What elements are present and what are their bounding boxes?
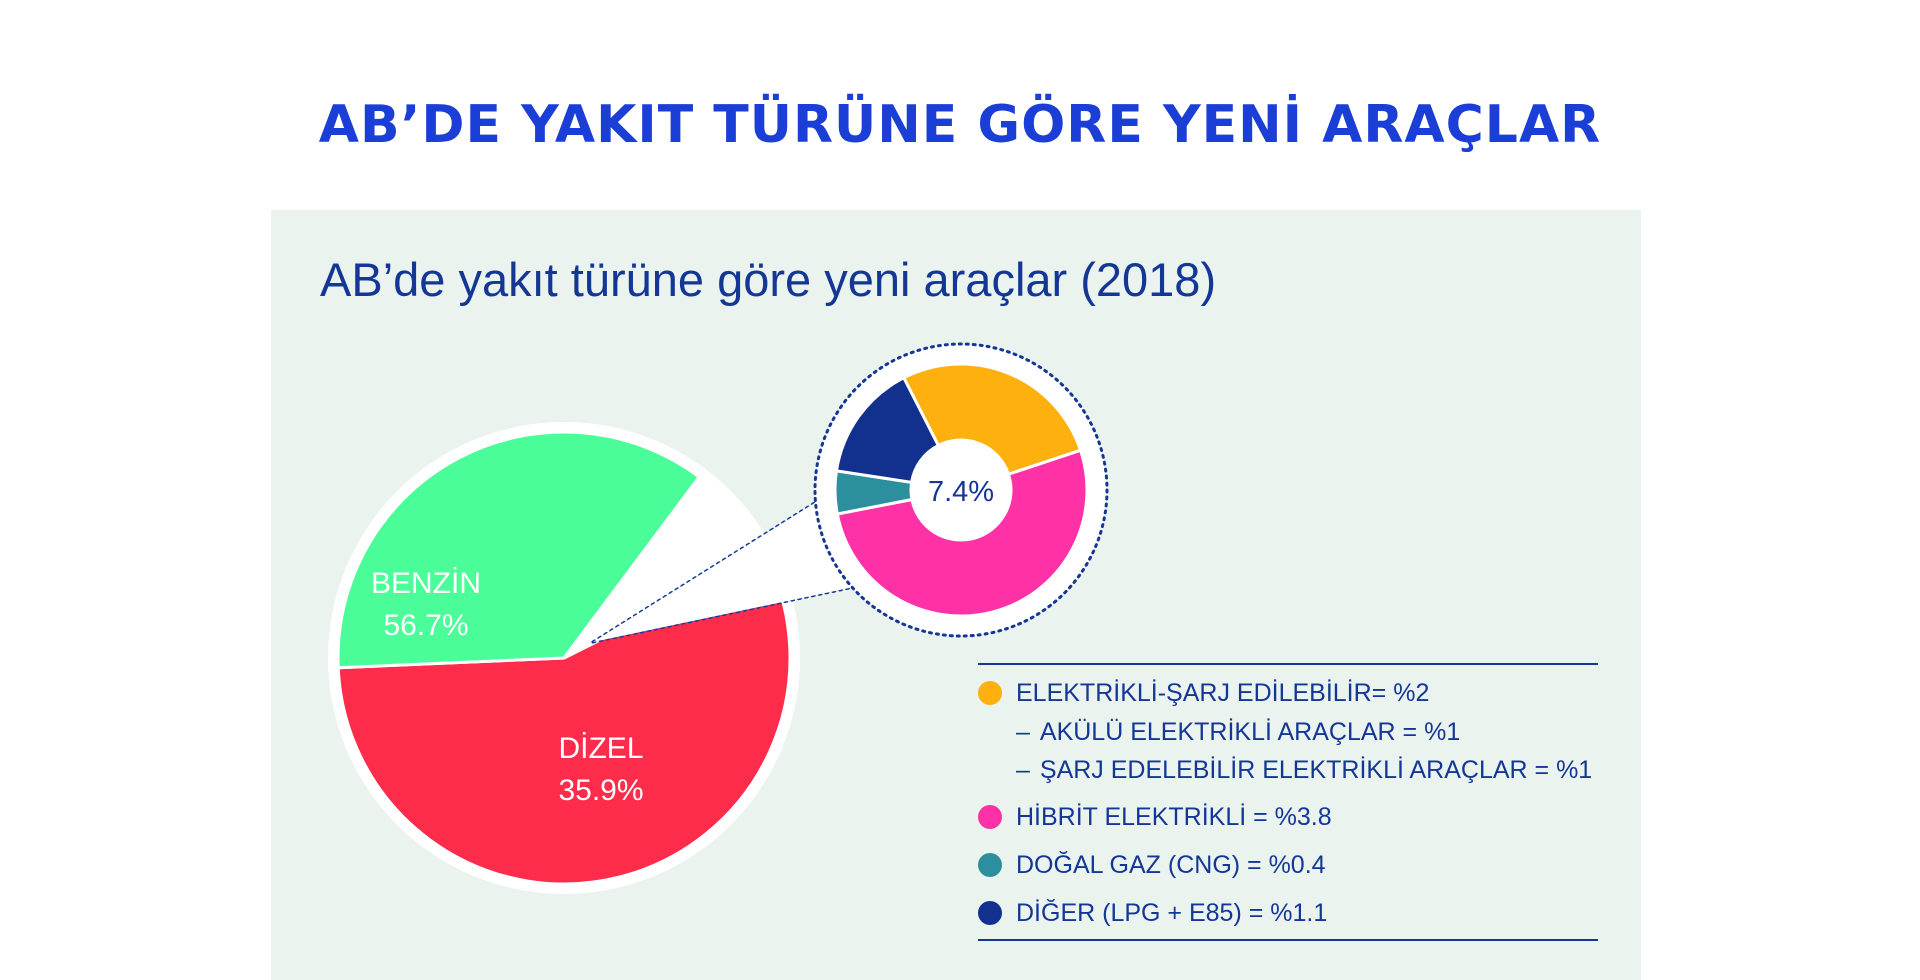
legend-label: DOĞAL GAZ (CNG) = %0.4 [1016,850,1326,879]
page-title: AB’DE YAKIT TÜRÜNE GÖRE YENİ ARAÇLAR [318,95,1602,155]
legend-subitem-akulu: – AKÜLÜ ELEKTRİKLİ ARAÇLAR = %1 [978,713,1598,751]
legend-subitem-sarj-edelebilir: – ŞARJ EDELEBİLİR ELEKTRİKLİ ARAÇLAR = %… [978,751,1598,789]
donut-slice-hibrit [835,448,1089,618]
legend-swatch [978,805,1002,829]
legend-label: AKÜLÜ ELEKTRİKLİ ARAÇLAR = %1 [1039,717,1461,746]
main-pie-chart: BENZİN 56.7% DİZEL 35.9% [328,422,800,894]
legend-swatch [978,853,1002,877]
dash-glyph: – [1016,755,1030,784]
donut-center-label: 7.4% [928,476,994,508]
slice-value-label: 35.9% [558,774,643,807]
legend-swatch [978,681,1002,705]
legend-label: DİĞER (LPG + E85) = %1.1 [1016,898,1328,927]
donut-slice-elektrikli [901,362,1083,477]
donut-slice-diger [834,375,941,485]
slice-label: BENZİN [371,567,481,600]
slice-label: DİZEL [558,732,643,765]
legend-label: HİBRİT ELEKTRİKLİ = %3.8 [1016,802,1332,831]
legend-swatch [978,901,1002,925]
slice-value-label: 56.7% [383,609,468,642]
legend-item-diger: DİĞER (LPG + E85) = %1.1 [978,893,1598,933]
chart-title: AB’de yakıt türüne göre yeni araçlar (20… [320,253,1217,306]
legend-item-dogal-gaz: DOĞAL GAZ (CNG) = %0.4 [978,845,1598,885]
chart-panel: AB’de yakıt türüne göre yeni araçlar (20… [271,210,1641,980]
pie-chart: BENZİN 56.7% DİZEL 35.9% 7.4% [328,342,1109,894]
donut-chart: 7.4% [813,342,1109,638]
slice-benzin [336,554,792,886]
legend-item-hibrit: HİBRİT ELEKTRİKLİ = %3.8 [978,797,1598,837]
legend: ELEKTRİKLİ-ŞARJ EDİLEBİLİR= %2 – AKÜLÜ E… [978,663,1598,941]
legend-item-elektrikli-sarj: ELEKTRİKLİ-ŞARJ EDİLEBİLİR= %2 [978,673,1598,713]
legend-label: ŞARJ EDELEBİLİR ELEKTRİKLİ ARAÇLAR = %1 [1039,755,1593,784]
slice-dizel [336,430,702,670]
dash-glyph: – [1016,717,1030,746]
legend-label: ELEKTRİKLİ-ŞARJ EDİLEBİLİR= %2 [1016,678,1430,707]
callout-wedge [593,472,864,642]
